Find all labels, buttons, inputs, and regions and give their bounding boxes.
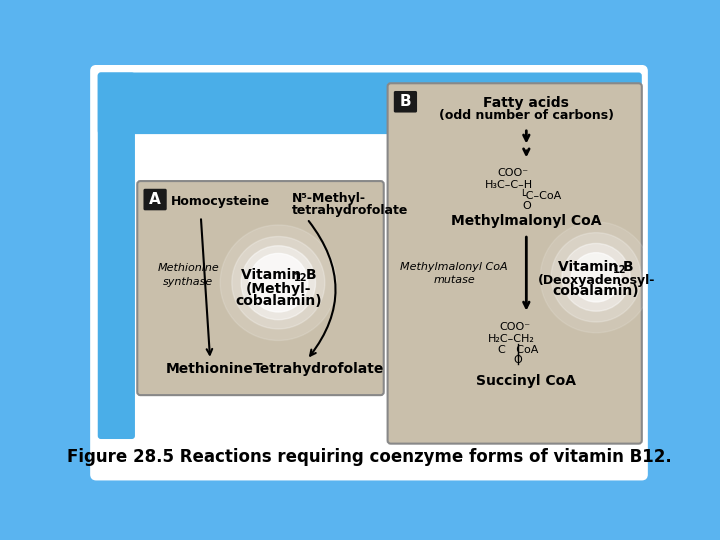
Text: (Methyl-: (Methyl-	[246, 282, 311, 296]
Text: Vitamin B: Vitamin B	[240, 268, 316, 282]
Text: Vitamin B: Vitamin B	[558, 260, 634, 274]
Text: A: A	[149, 192, 161, 207]
Text: O: O	[523, 201, 531, 212]
Circle shape	[220, 225, 336, 340]
Circle shape	[540, 222, 652, 333]
FancyBboxPatch shape	[91, 66, 647, 479]
Text: Figure 28.5 Reactions requiring coenzyme forms of vitamin B12.: Figure 28.5 Reactions requiring coenzyme…	[67, 449, 671, 467]
Text: tetrahydrofolate: tetrahydrofolate	[292, 204, 408, 217]
FancyBboxPatch shape	[98, 72, 135, 439]
Text: COO⁻: COO⁻	[499, 322, 530, 332]
Text: 12: 12	[613, 265, 626, 275]
FancyBboxPatch shape	[143, 189, 167, 211]
Circle shape	[571, 253, 621, 302]
Text: N⁵-Methyl-: N⁵-Methyl-	[292, 192, 366, 205]
Text: (odd number of carbons): (odd number of carbons)	[438, 109, 614, 122]
Text: H₂C–CH₂: H₂C–CH₂	[487, 334, 534, 344]
FancyBboxPatch shape	[394, 91, 417, 112]
Text: Tetrahydrofolate: Tetrahydrofolate	[253, 362, 384, 376]
Text: B: B	[400, 94, 411, 109]
Circle shape	[241, 246, 315, 320]
Text: └C–CoA: └C–CoA	[519, 191, 562, 201]
Circle shape	[562, 244, 630, 311]
Circle shape	[249, 253, 307, 312]
Text: H₃C–C–H: H₃C–C–H	[485, 180, 534, 190]
Text: (Deoxyadenosyl-: (Deoxyadenosyl-	[537, 274, 654, 287]
Text: cobalamin): cobalamin)	[235, 294, 322, 308]
FancyBboxPatch shape	[387, 83, 642, 444]
Text: Methionine: Methionine	[166, 362, 254, 376]
FancyBboxPatch shape	[98, 72, 642, 134]
Text: Succinyl CoA: Succinyl CoA	[477, 374, 576, 388]
Text: Methylmalonyl CoA: Methylmalonyl CoA	[451, 214, 602, 228]
Circle shape	[232, 237, 325, 329]
Text: Methylmalonyl CoA
mutase: Methylmalonyl CoA mutase	[400, 262, 508, 285]
Text: Methionine
synthase: Methionine synthase	[158, 264, 220, 287]
Text: cobalamin): cobalamin)	[553, 284, 639, 298]
Circle shape	[551, 233, 641, 322]
Text: 12: 12	[294, 273, 307, 283]
Text: Homocysteine: Homocysteine	[171, 194, 271, 207]
Text: COO⁻: COO⁻	[498, 167, 528, 178]
Text: C   CoA: C CoA	[498, 345, 538, 355]
FancyBboxPatch shape	[138, 181, 384, 395]
Text: Fatty acids: Fatty acids	[483, 96, 570, 110]
Text: O: O	[513, 355, 522, 366]
